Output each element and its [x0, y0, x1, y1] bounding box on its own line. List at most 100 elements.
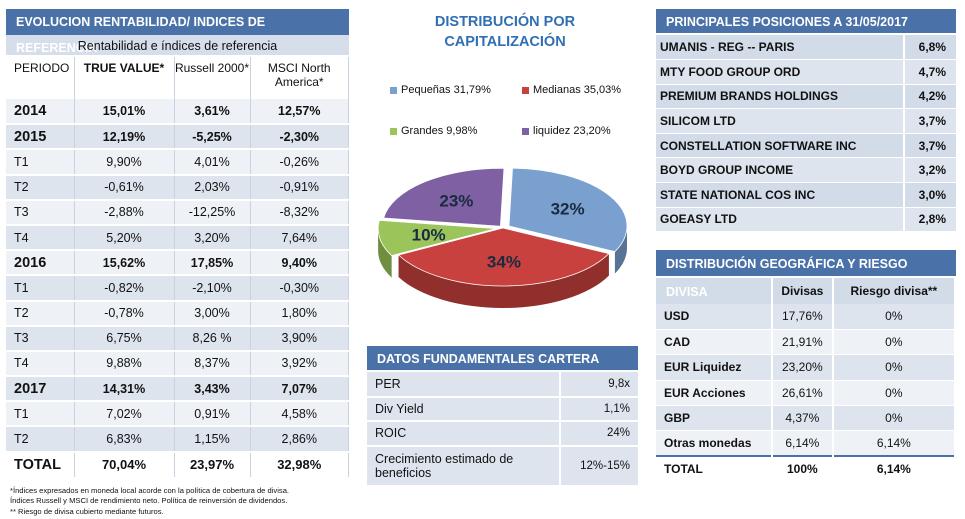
returns-row: 2014 15,01% 3,61% 12,57%	[6, 99, 349, 126]
position-weight: 4,2%	[903, 84, 956, 110]
fund-label: PER	[367, 372, 560, 398]
geo-col-riesgo: Riesgo divisa**	[832, 278, 957, 304]
geo-riesgo: 0%	[832, 405, 957, 432]
fundamentals-row: ROIC 24%	[367, 421, 638, 447]
legend-liquidez: liquidez 23,20%	[522, 125, 611, 137]
geo-row: CAD 21,91% 0%	[656, 329, 957, 356]
position-name: GOEASY LTD	[656, 207, 904, 233]
geo-name: TOTAL	[656, 455, 773, 483]
russell-cell: 8,37%	[174, 350, 251, 378]
col-russell: Russell 2000*	[174, 57, 251, 99]
position-weight: 3,2%	[903, 157, 956, 184]
col-true-value: TRUE VALUE*	[74, 57, 175, 99]
position-weight: 2,8%	[903, 207, 956, 233]
geo-total-row: TOTAL 100% 6,14%	[656, 455, 957, 483]
msci-cell: 32,98%	[250, 450, 349, 479]
fund-label: ROIC	[367, 421, 560, 447]
russell-cell: 3,61%	[174, 99, 251, 126]
period-cell: T1	[6, 149, 75, 176]
true-value-cell: 70,04%	[74, 450, 175, 479]
geo-row: USD 17,76% 0%	[656, 304, 957, 330]
col-periodo: PERIODO	[6, 57, 75, 99]
russell-cell: 3,43%	[174, 376, 251, 403]
legend-swatch	[522, 86, 529, 94]
msci-cell: -2,30%	[250, 124, 349, 151]
pie-label-grandes: 10%	[412, 225, 446, 244]
geo-row: Otras monedas 6,14% 6,14%	[656, 430, 957, 457]
russell-cell: -2,10%	[174, 275, 251, 302]
positions-table: UMANIS - REG -- PARIS 6,8% MTY FOOD GROUP …	[656, 35, 956, 233]
fundamentals-table: PER 9,8x Div Yield 1,1% ROIC 24% Crecimient…	[367, 372, 638, 487]
position-name: BOYD GROUP INCOME	[656, 157, 904, 184]
period-cell: T2	[6, 174, 75, 201]
msci-cell: 12,57%	[250, 99, 349, 126]
msci-cell: 4,58%	[250, 401, 349, 428]
true-value-cell: -0,78%	[74, 300, 175, 327]
position-weight: 6,8%	[903, 35, 956, 61]
fund-value: 1,1%	[559, 396, 638, 422]
russell-cell: 23,97%	[174, 450, 251, 479]
msci-cell: 7,64%	[250, 224, 349, 252]
msci-cell: -0,91%	[250, 174, 349, 201]
period-cell: 2014	[6, 99, 75, 126]
pie-chart: 32% 34% 10% 23%	[377, 167, 628, 308]
footnote: *Índices expresados en moneda local acor…	[10, 486, 290, 495]
true-value-cell: -2,88%	[74, 199, 175, 226]
period-cell: 2017	[6, 376, 75, 403]
geo-divisas: 6,14%	[772, 430, 834, 457]
fund-label: Div Yield	[367, 396, 560, 422]
geo-riesgo: 0%	[832, 304, 957, 330]
position-name: MTY FOOD GROUP ORD	[656, 59, 904, 85]
fundamentals-panel: DATOS FUNDAMENTALES CARTERA PER 9,8x Div …	[367, 346, 638, 487]
period-cell: TOTAL	[6, 450, 75, 479]
legend-label: Grandes 9,98%	[401, 125, 478, 137]
msci-cell: -0,30%	[250, 275, 349, 302]
position-row: PREMIUM BRANDS HOLDINGS 4,2%	[656, 84, 956, 110]
true-value-cell: 9,90%	[74, 149, 175, 176]
true-value-cell: 7,02%	[74, 401, 175, 428]
pie-label-liquidez: 23%	[439, 192, 473, 211]
returns-row: T2 -0,78% 3,00% 1,80%	[6, 300, 349, 327]
geo-divisas: 17,76%	[772, 304, 834, 330]
russell-cell: -5,25%	[174, 124, 251, 151]
russell-cell: 8,26 %	[174, 325, 251, 352]
position-name: STATE NATIONAL COS INC	[656, 182, 904, 208]
geo-divisas: 23,20%	[772, 354, 834, 381]
msci-cell: 3,90%	[250, 325, 349, 352]
period-cell: T1	[6, 275, 75, 302]
geo-riesgo: 6,14%	[832, 430, 957, 457]
russell-cell: 0,91%	[174, 401, 251, 428]
fund-label: Crecimiento estimado de beneficios	[367, 445, 560, 487]
legend-label: liquidez 23,20%	[533, 125, 611, 137]
position-row: SILICOM LTD 3,7%	[656, 108, 956, 134]
true-value-cell: 12,19%	[74, 124, 175, 151]
position-row: BOYD GROUP INCOME 3,2%	[656, 157, 956, 184]
fundamentals-row: PER 9,8x	[367, 372, 638, 398]
fund-value: 12%-15%	[559, 445, 638, 487]
geo-row: EUR Acciones 26,61% 0%	[656, 380, 957, 407]
russell-cell: 2,03%	[174, 174, 251, 201]
russell-cell: 4,01%	[174, 149, 251, 176]
returns-header: EVOLUCION RENTABILIDAD/ INDICES DE REFER…	[6, 9, 349, 55]
msci-cell: 3,92%	[250, 350, 349, 378]
pie-slice-pequeñas	[508, 167, 628, 253]
returns-row: T2 -0,61% 2,03% -0,91%	[6, 174, 349, 201]
geo-header: DISTRIBUCIÓN GEOGRÁFICA Y RIESGO DIVISA	[656, 250, 956, 299]
russell-cell: 3,20%	[174, 224, 251, 252]
legend-swatch	[390, 127, 397, 135]
position-name: UMANIS - REG -- PARIS	[656, 35, 904, 61]
true-value-cell: 5,20%	[74, 224, 175, 252]
col-msci: MSCI North America*	[250, 57, 349, 99]
geo-row: GBP 4,37% 0%	[656, 405, 957, 432]
period-cell: T1	[6, 401, 75, 428]
geo-name: USD	[656, 304, 773, 330]
period-cell: T4	[6, 224, 75, 252]
russell-cell: 17,85%	[174, 250, 251, 277]
period-cell: T2	[6, 300, 75, 327]
geo-name: CAD	[656, 329, 773, 356]
returns-row: T4 5,20% 3,20% 7,64%	[6, 224, 349, 252]
returns-row: 2017 14,31% 3,43% 7,07%	[6, 376, 349, 403]
true-value-cell: 15,62%	[74, 250, 175, 277]
positions-panel: PRINCIPALES POSICIONES A 31/05/2017 UMAN…	[656, 9, 956, 233]
position-name: SILICOM LTD	[656, 108, 904, 134]
